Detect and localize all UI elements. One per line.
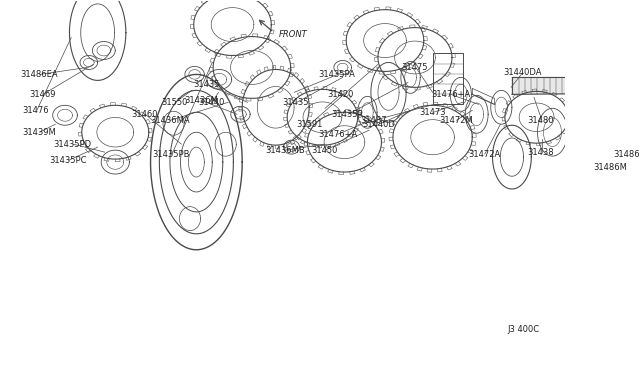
Text: 31436MA: 31436MA — [150, 116, 190, 125]
Text: 31435P: 31435P — [332, 110, 363, 119]
Text: 31435PB: 31435PB — [152, 150, 190, 158]
Text: 31440: 31440 — [198, 98, 225, 107]
Text: 31450: 31450 — [311, 145, 337, 155]
Text: 31420: 31420 — [327, 90, 353, 99]
Text: 31486M: 31486M — [593, 163, 627, 171]
Text: 31476+A: 31476+A — [431, 90, 470, 99]
Text: 31476: 31476 — [23, 106, 49, 115]
Text: 31440D: 31440D — [362, 120, 395, 129]
Text: 31440DA: 31440DA — [503, 68, 541, 77]
Text: FRONT: FRONT — [278, 30, 307, 39]
Text: 31435: 31435 — [283, 98, 309, 107]
Text: 31550: 31550 — [161, 98, 188, 107]
Text: 31435PC: 31435PC — [49, 155, 86, 164]
Text: 31476+A: 31476+A — [318, 130, 357, 139]
Text: 31486EA: 31486EA — [20, 70, 58, 79]
Text: 31591: 31591 — [296, 120, 323, 129]
Text: 31472A: 31472A — [468, 150, 500, 158]
Text: 31435PD: 31435PD — [54, 140, 92, 149]
Text: 31460: 31460 — [131, 110, 157, 119]
Text: 31486E: 31486E — [613, 150, 640, 158]
Text: 31439M: 31439M — [23, 128, 56, 137]
Text: 31475: 31475 — [402, 63, 428, 72]
Text: J3 400C: J3 400C — [508, 325, 540, 334]
Text: 31436MB: 31436MB — [265, 145, 305, 155]
Text: 31487: 31487 — [360, 116, 387, 125]
Text: 31438: 31438 — [528, 148, 554, 157]
Text: 31436M: 31436M — [184, 96, 218, 105]
Text: 31435PA: 31435PA — [318, 70, 355, 79]
Text: 31469: 31469 — [29, 90, 56, 99]
Polygon shape — [512, 77, 640, 94]
Bar — [433, 52, 463, 104]
Text: 31480: 31480 — [528, 116, 554, 125]
Text: 31472M: 31472M — [440, 116, 474, 125]
Text: 31435: 31435 — [193, 80, 220, 89]
Text: 31473: 31473 — [419, 108, 446, 117]
